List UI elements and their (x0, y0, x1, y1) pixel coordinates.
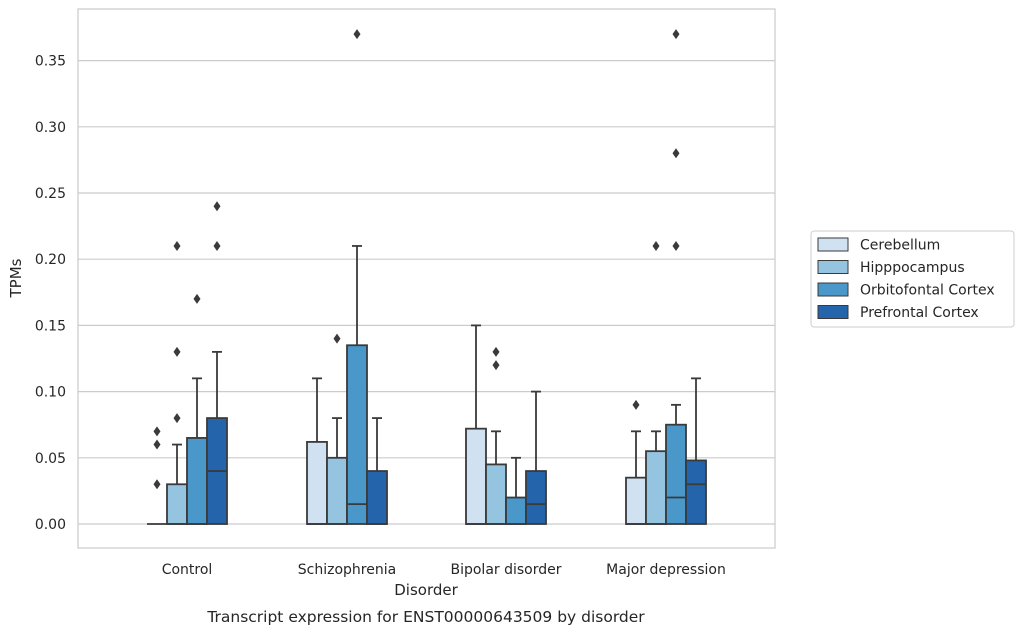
box-rect (186, 437, 208, 525)
legend-label: Cerebellum (860, 238, 940, 254)
box-1-3 (645, 240, 667, 525)
outlier-point (213, 201, 221, 212)
outlier-point (173, 240, 181, 251)
box-rect (306, 441, 328, 525)
y-tick-label: 0.05 (35, 451, 66, 467)
box-2-1 (346, 29, 368, 525)
box-1-1 (326, 333, 348, 525)
plot-frame (77, 8, 776, 549)
x-tick-label: Bipolar disorder (450, 562, 561, 578)
x-tick-label: Major depression (606, 562, 726, 578)
y-tick-label: 0.10 (35, 385, 66, 401)
outlier-point (173, 346, 181, 357)
x-axis-label: Disorder (394, 581, 458, 599)
box-1-0 (166, 240, 188, 525)
outlier-point (672, 148, 680, 159)
y-axis-label: TPMs (7, 258, 25, 298)
legend-swatch (817, 260, 849, 274)
box-1-2 (485, 346, 507, 525)
box-rect (665, 423, 687, 525)
y-axis-ticks: 0.00 0.05 0.10 0.15 0.20 0.25 0.30 0.35 (35, 54, 66, 533)
box-rect (645, 450, 667, 525)
plot-marks (147, 29, 707, 525)
legend-swatch (817, 282, 849, 297)
legend-swatch (817, 305, 849, 319)
y-tick-label: 0.30 (35, 120, 66, 136)
legend-label: Hipppocampus (860, 260, 965, 276)
legend-swatch (817, 237, 849, 252)
box-rect (485, 463, 507, 525)
outlier-point (153, 479, 161, 490)
box-rect (525, 470, 547, 525)
outlier-point (672, 240, 680, 251)
box-rect (326, 456, 348, 525)
box-3-2 (525, 390, 547, 525)
legend-frame (810, 230, 1015, 328)
box-2-2 (505, 456, 527, 525)
box-2-3 (665, 29, 687, 525)
box-rect (685, 459, 707, 525)
box-2-0 (186, 293, 208, 525)
outlier-point (173, 413, 181, 424)
box-0-3 (625, 399, 647, 525)
legend-label: Prefrontal Cortex (860, 305, 979, 321)
box-0-0 (147, 426, 167, 525)
box-rect (625, 476, 647, 525)
outlier-point (632, 399, 640, 410)
outlier-point (652, 240, 660, 251)
y-tick-label: 0.35 (35, 54, 66, 70)
y-tick-label: 0.25 (35, 186, 66, 202)
outlier-point (213, 240, 221, 251)
box-rect (346, 344, 368, 525)
box-3-1 (366, 417, 388, 525)
y-tick-label: 0.15 (35, 318, 66, 334)
box-0-1 (306, 377, 328, 525)
box-3-0 (206, 201, 228, 525)
outlier-point (153, 426, 161, 437)
outlier-point (333, 333, 341, 344)
box-rect (166, 483, 188, 525)
outlier-point (353, 29, 361, 40)
x-tick-label: Schizophrenia (298, 562, 396, 578)
outlier-point (492, 360, 500, 371)
y-tick-label: 0.00 (35, 517, 66, 533)
box-rect (505, 496, 527, 525)
legend: Cerebellum Hipppocampus Orbitofontal Corte… (810, 230, 1015, 328)
outlier-point (193, 293, 201, 304)
y-tick-label: 0.20 (35, 252, 66, 268)
box-3-3 (685, 377, 707, 525)
outlier-point (153, 439, 161, 450)
outlier-point (492, 346, 500, 357)
chart-caption: Transcript expression for ENST0000064350… (206, 608, 645, 626)
legend-label: Orbitofontal Cortex (860, 283, 995, 299)
outlier-point (672, 29, 680, 40)
x-tick-label: Control (162, 562, 213, 578)
x-axis-ticks: Control Schizophrenia Bipolar disorder Majo… (162, 562, 726, 578)
box-0-2 (465, 324, 487, 525)
box-rect (465, 427, 487, 525)
box-rect (366, 470, 388, 525)
